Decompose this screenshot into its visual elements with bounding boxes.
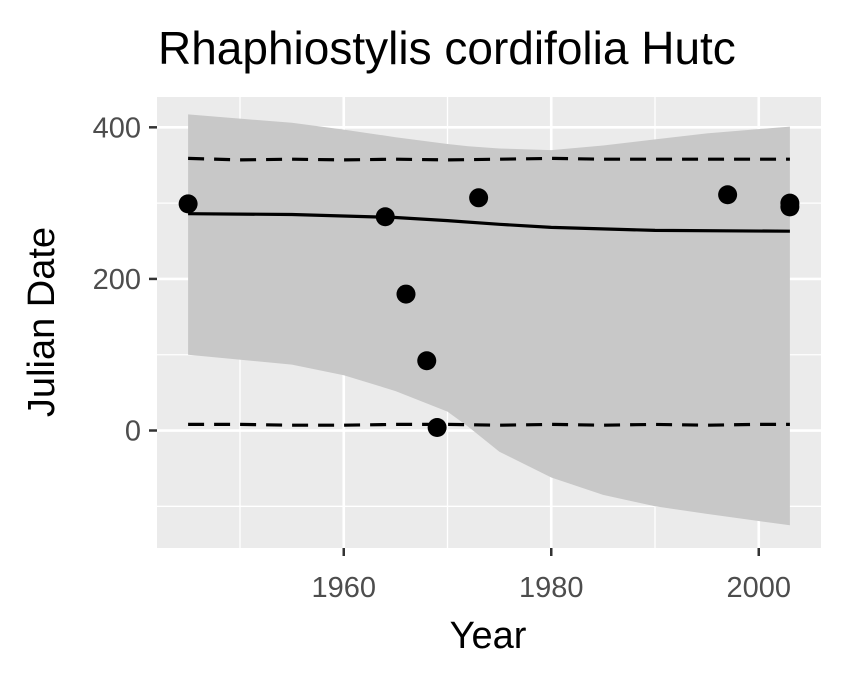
data-point	[375, 207, 395, 227]
x-axis-label: Year	[450, 615, 527, 657]
data-point	[718, 185, 738, 205]
x-tick-label: 1960	[311, 572, 376, 604]
data-point	[469, 188, 489, 208]
data-point	[396, 284, 416, 304]
y-tick-label: 0	[125, 416, 141, 448]
data-points-layer	[178, 185, 800, 437]
fit-line	[188, 212, 790, 233]
data-point	[427, 417, 447, 437]
data-point	[780, 197, 800, 217]
y-tick-label: 400	[93, 112, 141, 144]
y-axis: 0 200 400	[93, 112, 157, 448]
x-tick-label: 1980	[519, 572, 584, 604]
data-point	[178, 194, 198, 214]
chart-title: Rhaphiostylis cordifolia Hutc	[158, 22, 736, 74]
y-axis-label: Julian Date	[21, 227, 63, 417]
x-tick-label: 2000	[726, 572, 791, 604]
fit-line-layer	[188, 212, 790, 233]
data-point	[417, 351, 437, 371]
y-tick-label: 200	[93, 264, 141, 296]
x-axis: 1960 1980 2000	[311, 548, 791, 604]
